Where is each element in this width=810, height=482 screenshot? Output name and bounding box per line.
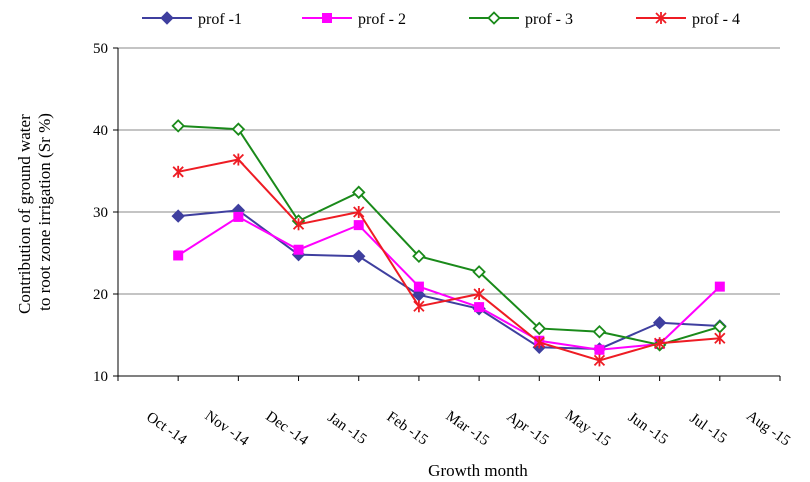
y-axis-title-line-2: to root zone irrigation (Sr %) — [35, 113, 54, 311]
data-point — [653, 337, 666, 350]
legend-item-4: prof - 4 — [636, 11, 740, 28]
series-line — [178, 209, 720, 350]
data-point — [173, 250, 184, 261]
x-tick-label: Jan -15 — [324, 410, 369, 448]
legend-label: prof - 2 — [358, 11, 406, 28]
y-tick-label: 20 — [93, 287, 108, 303]
data-point — [713, 320, 727, 334]
y-tick-labels: 10 20 30 40 50 — [93, 41, 108, 385]
y-tick-label: 10 — [93, 369, 108, 385]
legend-label: prof -1 — [198, 11, 242, 28]
legend-label: prof - 4 — [692, 11, 740, 28]
data-point — [322, 13, 332, 23]
data-point — [655, 12, 667, 24]
data-point — [233, 211, 244, 222]
series-2 — [173, 211, 725, 355]
data-point — [293, 244, 304, 255]
series-3 — [171, 119, 727, 352]
data-point — [714, 332, 726, 345]
series-4 — [172, 153, 726, 367]
x-tick-label: Nov -14 — [202, 408, 252, 450]
x-tick-label: Jul -15 — [687, 410, 730, 447]
data-point — [472, 265, 486, 279]
x-tick-label: Apr -15 — [504, 409, 552, 449]
x-tick-label: Jun -15 — [625, 409, 671, 448]
data-point — [231, 122, 246, 136]
data-point — [232, 153, 245, 166]
x-axis-title: Growth month — [428, 461, 528, 480]
data-point — [592, 324, 607, 339]
y-tick-label: 50 — [93, 41, 108, 57]
data-point — [413, 300, 425, 313]
axes — [113, 47, 781, 381]
data-point — [473, 288, 485, 300]
data-point — [652, 315, 667, 330]
series-group — [171, 119, 727, 367]
data-point — [474, 302, 485, 313]
data-point — [171, 119, 185, 133]
data-point — [353, 220, 364, 231]
x-tick-label: Mar -15 — [443, 408, 492, 449]
series-line — [177, 158, 720, 362]
data-point — [160, 11, 174, 25]
data-point — [714, 281, 725, 292]
y-tick-label: 40 — [93, 123, 108, 139]
legend: prof -1 prof - 2 prof - 3 prof - 4 — [142, 11, 740, 28]
x-tick-labels: Oct -14 Nov -14 Dec -14 Jan -15 Feb -15 Mar -… — [143, 407, 793, 450]
x-tick-label: Oct -14 — [143, 409, 190, 448]
data-point — [292, 218, 305, 231]
legend-label: prof - 3 — [525, 11, 573, 28]
y-axis-title-line-1: Contribution of ground water — [15, 114, 34, 314]
data-point — [594, 344, 605, 355]
series-line — [178, 124, 721, 346]
x-tick-label: Feb -15 — [384, 409, 431, 449]
data-point — [412, 249, 426, 264]
data-point — [593, 354, 606, 367]
gridlines — [118, 47, 780, 295]
data-point — [351, 185, 366, 200]
y-tick-label: 30 — [93, 205, 108, 221]
data-point — [487, 11, 501, 25]
data-point — [171, 209, 185, 223]
legend-item-2: prof - 2 — [302, 11, 406, 28]
y-axis-title: Contribution of ground water to root zon… — [15, 110, 54, 314]
legend-item-3: prof - 3 — [469, 11, 573, 28]
x-tick-label: Aug -15 — [743, 408, 793, 450]
data-point — [353, 206, 365, 218]
series-line — [177, 215, 721, 351]
data-point — [532, 321, 547, 336]
data-point — [172, 165, 184, 178]
x-tick-label: May -15 — [562, 407, 613, 450]
data-point — [533, 336, 545, 349]
x-tick-label: Dec -14 — [263, 408, 312, 449]
legend-item-1: prof -1 — [142, 11, 242, 28]
data-point — [413, 281, 424, 292]
data-point — [352, 249, 366, 263]
